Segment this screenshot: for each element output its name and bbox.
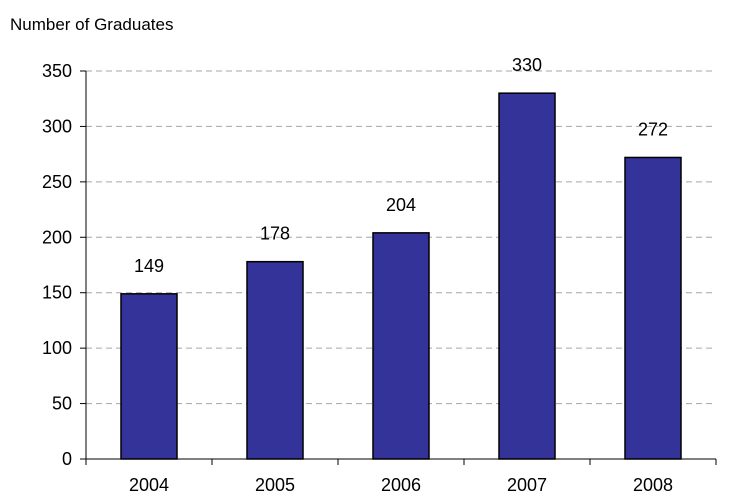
data-label: 272	[638, 119, 668, 139]
axes	[80, 70, 717, 465]
bar-2006	[372, 232, 430, 460]
y-tick-label: 50	[52, 394, 72, 414]
x-tick-label: 2007	[507, 475, 547, 495]
x-tick-label: 2004	[129, 475, 169, 495]
data-labels: 149 178 204 330 272	[134, 55, 668, 276]
data-label: 149	[134, 256, 164, 276]
data-label: 204	[386, 195, 416, 215]
x-tick-label: 2008	[633, 475, 673, 495]
y-tick-label: 200	[42, 227, 72, 247]
bar-2008	[624, 156, 682, 460]
y-tick-label: 0	[62, 449, 72, 469]
data-label: 330	[512, 55, 542, 75]
bars	[120, 92, 682, 460]
bar-2004	[120, 293, 178, 460]
x-tick-label: 2005	[255, 475, 295, 495]
data-label: 178	[260, 224, 290, 244]
y-tick-label: 150	[42, 283, 72, 303]
y-tick-label: 250	[42, 172, 72, 192]
bar-2005	[246, 260, 304, 460]
x-tick-label: 2006	[381, 475, 421, 495]
y-axis-label: Number of Graduates	[10, 15, 173, 34]
y-tick-label: 100	[42, 338, 72, 358]
bar-2007	[498, 92, 556, 460]
y-tick-label: 350	[42, 61, 72, 81]
y-tick-label: 300	[42, 116, 72, 136]
tick-labels: 0 50 100 150 200 250 300 350 2004 2005 2006 2007 200…	[42, 61, 673, 495]
